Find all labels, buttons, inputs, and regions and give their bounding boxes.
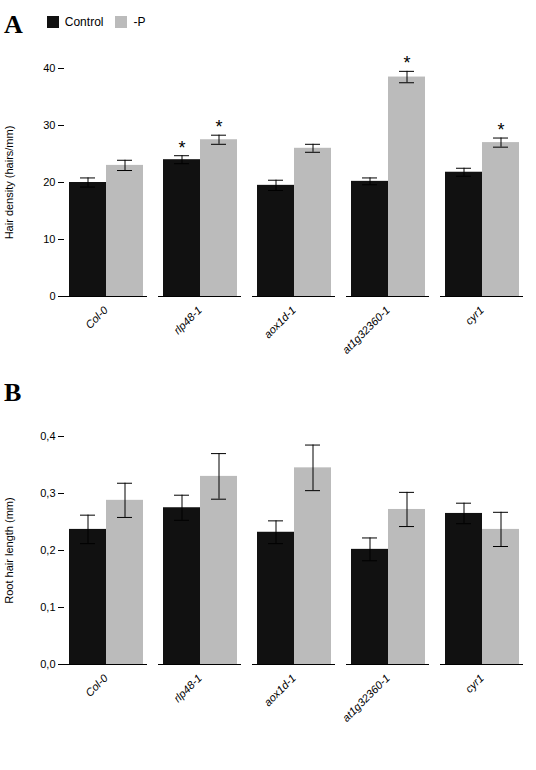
svg-text:rlp48-1: rlp48-1 <box>171 304 204 337</box>
svg-text:cyr1: cyr1 <box>463 672 486 695</box>
svg-text:*: * <box>497 120 504 140</box>
svg-text:0,1: 0,1 <box>40 601 55 613</box>
svg-text:0,0: 0,0 <box>40 658 55 670</box>
svg-text:Root hair length (mm): Root hair length (mm) <box>3 497 15 603</box>
svg-text:*: * <box>215 117 222 137</box>
svg-text:0,3: 0,3 <box>40 487 55 499</box>
svg-text:30: 30 <box>43 119 55 131</box>
svg-text:40: 40 <box>43 62 55 74</box>
svg-text:*: * <box>178 138 185 158</box>
svg-text:10: 10 <box>43 233 55 245</box>
svg-text:0: 0 <box>49 290 55 302</box>
html-text:B: B <box>4 378 22 407</box>
svg-text:at1g32360-1: at1g32360-1 <box>340 672 392 724</box>
svg-text:Hair density (hairs/mm): Hair density (hairs/mm) <box>3 126 15 240</box>
html-text:A: A <box>4 10 23 39</box>
svg-text:aox1d-1: aox1d-1 <box>261 304 298 341</box>
svg-text:Col-0: Col-0 <box>83 303 111 331</box>
html-text:Control: Control <box>64 15 104 29</box>
html-text:-P: -P <box>133 15 146 29</box>
svg-text:*: * <box>403 53 410 73</box>
svg-text:rlp48-1: rlp48-1 <box>171 672 204 705</box>
svg-text:0,2: 0,2 <box>40 544 55 556</box>
svg-text:at1g32360-1: at1g32360-1 <box>340 304 392 356</box>
svg-text:20: 20 <box>43 176 55 188</box>
svg-text:Col-0: Col-0 <box>83 671 111 699</box>
svg-text:aox1d-1: aox1d-1 <box>261 672 298 709</box>
svg-text:0,4: 0,4 <box>40 430 55 442</box>
svg-text:cyr1: cyr1 <box>463 304 486 327</box>
